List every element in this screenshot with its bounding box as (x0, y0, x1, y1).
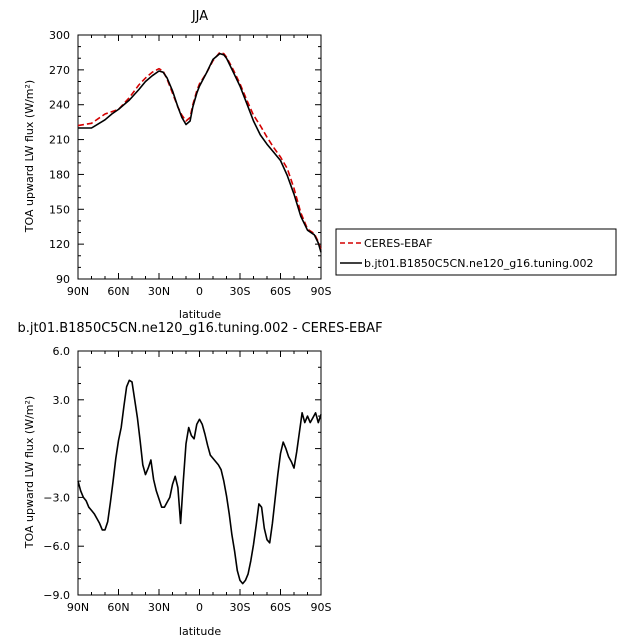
bottom-plot-area: −9.0 −6.0 −3.0 0.0 3.0 6.0 90N 60N 30N 0 30S 60S 90S (43, 345, 331, 614)
legend-label-ceres: CERES-EBAF (364, 237, 433, 250)
y-tick-label: 300 (49, 29, 70, 42)
y-tick-label: −3.0 (43, 491, 70, 504)
series-line-1 (78, 52, 322, 253)
y-tick-label: 240 (49, 99, 70, 112)
legend-label-model: b.jt01.B1850C5CN.ne120_g16.tuning.002 (364, 257, 593, 270)
x-tick-label: 90N (67, 285, 89, 298)
series-line-0 (77, 51, 322, 251)
y-tick-label: −6.0 (43, 540, 70, 553)
y-tick-label: 90 (56, 273, 70, 286)
y-tick-label: 180 (49, 168, 70, 181)
bottom-chart-title: b.jt01.B1850C5CN.ne120_g16.tuning.002 - … (17, 321, 382, 336)
y-tick-label: 270 (49, 64, 70, 77)
plot-frame (77, 34, 322, 280)
top-y-axis-label: TOA upward LW flux (W/m²) (23, 80, 36, 233)
y-tick-label: 3.0 (53, 394, 71, 407)
x-tick-label: 30S (230, 285, 251, 298)
top-x-axis-label: latitude (179, 308, 221, 321)
top-plot-area: 90 120 150 180 210 240 270 300 90N 60N 30N 0 30S 60S 9… (49, 29, 332, 298)
y-tick-label: 6.0 (53, 345, 71, 358)
x-tick-label: 0 (196, 601, 203, 614)
x-tick-label: 30N (148, 601, 170, 614)
legend-box (335, 228, 617, 276)
y-tick-label: −9.0 (43, 589, 70, 602)
x-tick-label: 60N (107, 285, 129, 298)
y-tick-label: 0.0 (53, 443, 71, 456)
x-tick-label: 60N (107, 601, 129, 614)
x-tick-label: 90S (311, 601, 332, 614)
x-tick-label: 90N (67, 601, 89, 614)
series-line-0 (77, 379, 322, 585)
x-tick-label: 90S (311, 285, 332, 298)
panel-bottom-chart: b.jt01.B1850C5CN.ne120_g16.tuning.002 - … (17, 321, 382, 638)
top-chart-title: JJA (191, 9, 208, 24)
panel-top-chart: JJA latitude TOA upward LW flux (W/m²) 9… (23, 9, 617, 321)
x-tick-label: 30N (148, 285, 170, 298)
y-tick-label: 120 (49, 238, 70, 251)
bottom-x-axis-label: latitude (179, 625, 221, 638)
y-tick-label: 210 (49, 134, 70, 147)
legend: CERES-EBAF b.jt01.B1850C5CN.ne120_g16.tu… (335, 228, 617, 276)
y-tick-label: 150 (49, 203, 70, 216)
bottom-y-axis-label: TOA upward LW flux (W/m²) (23, 396, 36, 549)
x-tick-label: 60S (270, 601, 291, 614)
x-tick-label: 30S (230, 601, 251, 614)
x-tick-label: 60S (270, 285, 291, 298)
x-tick-label: 0 (196, 285, 203, 298)
